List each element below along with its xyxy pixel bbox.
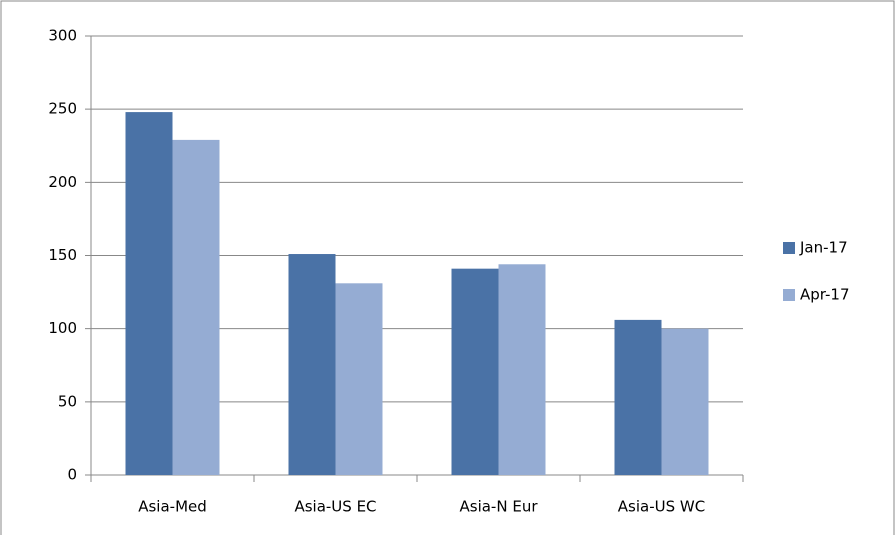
bar bbox=[498, 264, 546, 475]
bar bbox=[172, 139, 220, 475]
bar bbox=[451, 268, 499, 475]
y-tick-label: 0 bbox=[67, 466, 77, 484]
legend-swatch bbox=[783, 242, 795, 254]
bar bbox=[288, 254, 336, 475]
y-tick-label: 250 bbox=[48, 100, 77, 118]
y-tick-label: 150 bbox=[48, 246, 77, 264]
bar bbox=[125, 112, 173, 476]
bar bbox=[614, 319, 662, 475]
bar bbox=[661, 328, 709, 475]
x-tick-label: Asia-US EC bbox=[294, 498, 376, 516]
x-tick-label: Asia-US WC bbox=[618, 498, 705, 516]
x-tick-label: Asia-Med bbox=[138, 498, 207, 516]
legend-label: Apr-17 bbox=[800, 286, 850, 304]
y-tick-label: 200 bbox=[48, 173, 77, 191]
legend-swatch bbox=[783, 289, 795, 301]
legend-label: Jan-17 bbox=[799, 239, 848, 257]
y-tick-label: 100 bbox=[48, 319, 77, 337]
y-tick-label: 50 bbox=[58, 392, 77, 410]
bar bbox=[335, 283, 383, 475]
x-tick-label: Asia-N Eur bbox=[460, 498, 539, 516]
y-tick-label: 300 bbox=[48, 27, 77, 45]
